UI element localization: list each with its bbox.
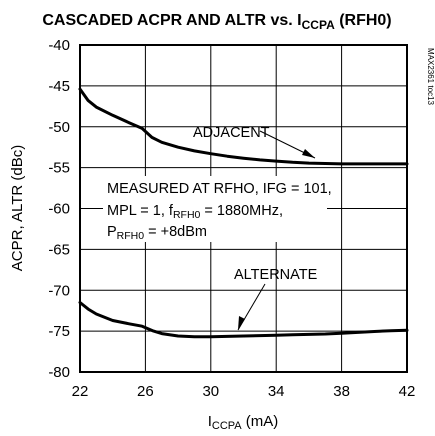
conditions-line-1: MEASURED AT RFHO, IFG = 101, (107, 181, 332, 197)
series-line-alternate (78, 301, 409, 339)
series-group (78, 87, 409, 339)
conditions-line-3: PRFH0 = +8dBm (107, 224, 207, 242)
y-axis-label: ACPR, ALTR (dBc) (9, 145, 26, 271)
x-tick-label: 34 (268, 383, 285, 400)
figure-code-watermark: MAX2361 toc13 (426, 48, 435, 105)
y-tick-label: -55 (48, 160, 70, 177)
chart-title: CASCADED ACPR AND ALTR vs. ICCPA (RFH0) (42, 12, 391, 32)
alternate-arrowhead (238, 316, 245, 330)
x-axis-label: ICCPA (mA) (208, 413, 279, 432)
y-tick-label: -80 (48, 364, 70, 381)
y-tick-label: -40 (48, 37, 70, 54)
x-tick-label: 26 (137, 383, 154, 400)
alternate-label: ALTERNATE (234, 267, 318, 283)
y-tick-label: -45 (48, 78, 70, 95)
y-tick-label: -65 (48, 241, 70, 258)
x-tick-label: 22 (72, 383, 89, 400)
y-tick-labels: -40 -45 -50 -55 -60 -65 -70 -75 -80 (48, 37, 70, 381)
y-tick-label: -70 (48, 282, 70, 299)
series-line-adjacent (78, 87, 409, 166)
conditions-line-2: MPL = 1, fRFH0 = 1880MHz, (107, 203, 283, 221)
adjacent-label: ADJACENT (193, 125, 270, 141)
x-tick-label: 42 (399, 383, 416, 400)
conditions-backdrop (103, 176, 327, 242)
y-tick-label: -50 (48, 119, 70, 136)
y-tick-label: -60 (48, 201, 70, 218)
adjacent-arrowhead (302, 149, 315, 158)
grid (80, 45, 407, 372)
x-tick-label: 38 (333, 383, 350, 400)
x-tick-label: 30 (202, 383, 219, 400)
plot-frame (79, 44, 408, 373)
x-tick-labels: 22 26 30 34 38 42 (72, 383, 416, 400)
y-tick-label: -75 (48, 323, 70, 340)
